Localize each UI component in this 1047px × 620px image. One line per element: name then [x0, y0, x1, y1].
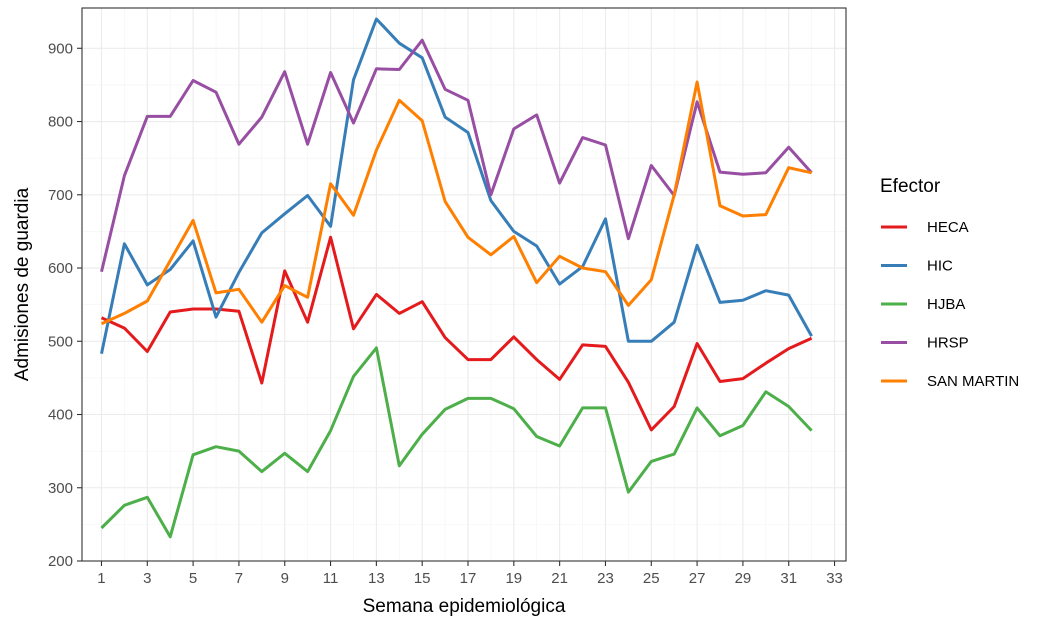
x-tick-label: 7	[235, 570, 243, 587]
legend-label-hrsp: HRSP	[927, 335, 969, 352]
y-tick-label: 500	[48, 333, 73, 350]
grid	[82, 8, 846, 562]
x-tick-label: 17	[460, 570, 477, 587]
series-line-hic	[100, 17, 813, 355]
y-axis-title: Admisiones de guardia	[12, 187, 33, 381]
y-tick-label: 400	[48, 407, 73, 424]
x-tick-label: 25	[643, 570, 660, 587]
legend-label-san-martin: SAN MARTIN	[927, 373, 1019, 390]
legend-label-hjba: HJBA	[927, 296, 965, 313]
x-tick-label: 3	[143, 570, 151, 587]
y-tick-label: 200	[48, 553, 73, 570]
x-tick-label: 11	[323, 570, 339, 587]
series-line-hrsp	[100, 38, 813, 273]
y-tick-label: 800	[48, 114, 73, 131]
legend-label-hic: HIC	[927, 258, 953, 275]
y-tick-label: 600	[48, 260, 73, 277]
axis-ticks: 1 3 5 7 9 11 13 15 17 19 21 23 25 27 29 31 3320030040050…	[48, 40, 843, 587]
series-line-san-martin	[100, 80, 812, 326]
x-tick-label: 9	[281, 570, 289, 587]
y-tick-label: 700	[48, 187, 73, 204]
x-tick-label: 19	[505, 570, 522, 587]
x-tick-label: 15	[414, 570, 431, 587]
series-lines	[100, 17, 813, 539]
legend-title: Efector	[880, 176, 941, 197]
x-tick-label: 33	[826, 570, 843, 587]
y-tick-label: 900	[48, 40, 73, 57]
series-line-hjba	[100, 346, 813, 539]
x-tick-label: 29	[735, 570, 752, 587]
x-tick-label: 1	[97, 570, 105, 587]
x-tick-label: 23	[597, 570, 614, 587]
x-tick-label: 13	[368, 570, 385, 587]
x-tick-label: 5	[189, 570, 197, 587]
legend-label-heca: HECA	[927, 219, 969, 236]
x-tick-label: 31	[780, 570, 797, 587]
x-tick-label: 27	[689, 570, 706, 587]
x-axis-title: Semana epidemiológica	[363, 596, 566, 617]
x-tick-label: 21	[551, 570, 568, 587]
plot-panel-border	[81, 7, 847, 562]
legend: Efector HECA HIC HJBA HRSP SAN MARTIN	[880, 176, 1019, 390]
y-tick-label: 300	[48, 480, 73, 497]
